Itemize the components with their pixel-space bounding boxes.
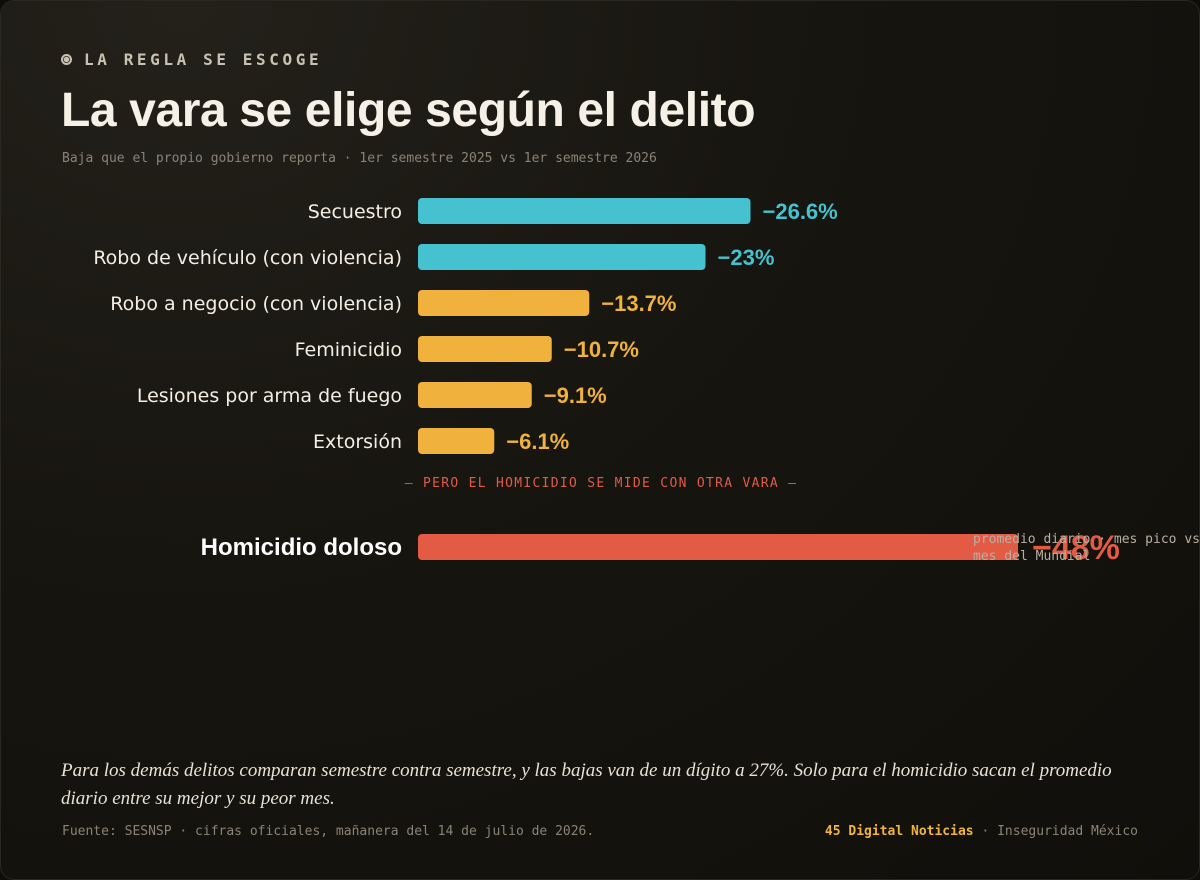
category-label: Extorsión [313, 431, 402, 453]
value-label: −23% [718, 245, 775, 270]
target-icon [61, 54, 72, 65]
bar [418, 198, 751, 224]
bar [418, 534, 1018, 560]
value-label: −6.1% [506, 429, 569, 454]
chart-title: La vara se elige según el delito [61, 84, 756, 137]
brand-line: 45 Digital Noticias · Inseguridad México [825, 824, 1138, 839]
value-label: −48% [1032, 529, 1120, 567]
bar [418, 382, 532, 408]
value-label: −13.7% [601, 291, 676, 316]
value-label: −10.7% [564, 337, 639, 362]
category-label: Homicidio doloso [201, 534, 402, 561]
category-label: Secuestro [308, 201, 402, 223]
category-label: Feminicidio [295, 339, 402, 361]
category-label: Robo de vehículo (con violencia) [93, 247, 402, 269]
category-label: Robo a negocio (con violencia) [110, 293, 402, 315]
bar-chart: Secuestro −26.6% Robo de vehículo (con vio… [93, 198, 1200, 567]
chart-subtitle: Baja que el propio gobierno reporta · 1e… [62, 151, 657, 166]
source-line: Fuente: SESNSP · cifras oficiales, mañan… [62, 824, 595, 839]
brand-name: 45 Digital Noticias [824, 824, 974, 839]
bar [418, 428, 495, 454]
highlight-note: mes del Mundial [973, 549, 1090, 564]
highlight-note: promedio diario · mes pico vs [973, 532, 1200, 547]
footer-note: Para los demás delitos comparan semestre… [61, 760, 1112, 809]
bar [418, 290, 590, 316]
value-label: −9.1% [544, 383, 607, 408]
bar [418, 244, 706, 270]
value-label: −26.6% [763, 199, 838, 224]
bar [418, 336, 552, 362]
kicker: LA REGLA SE ESCOGE [61, 50, 322, 69]
kicker-text: LA REGLA SE ESCOGE [84, 50, 323, 69]
brand-section: · Inseguridad México [973, 824, 1138, 839]
category-label: Lesiones por arma de fuego [137, 385, 402, 407]
divider-label: — PERO EL HOMICIDIO SE MIDE CON OTRA VAR… [405, 476, 797, 491]
